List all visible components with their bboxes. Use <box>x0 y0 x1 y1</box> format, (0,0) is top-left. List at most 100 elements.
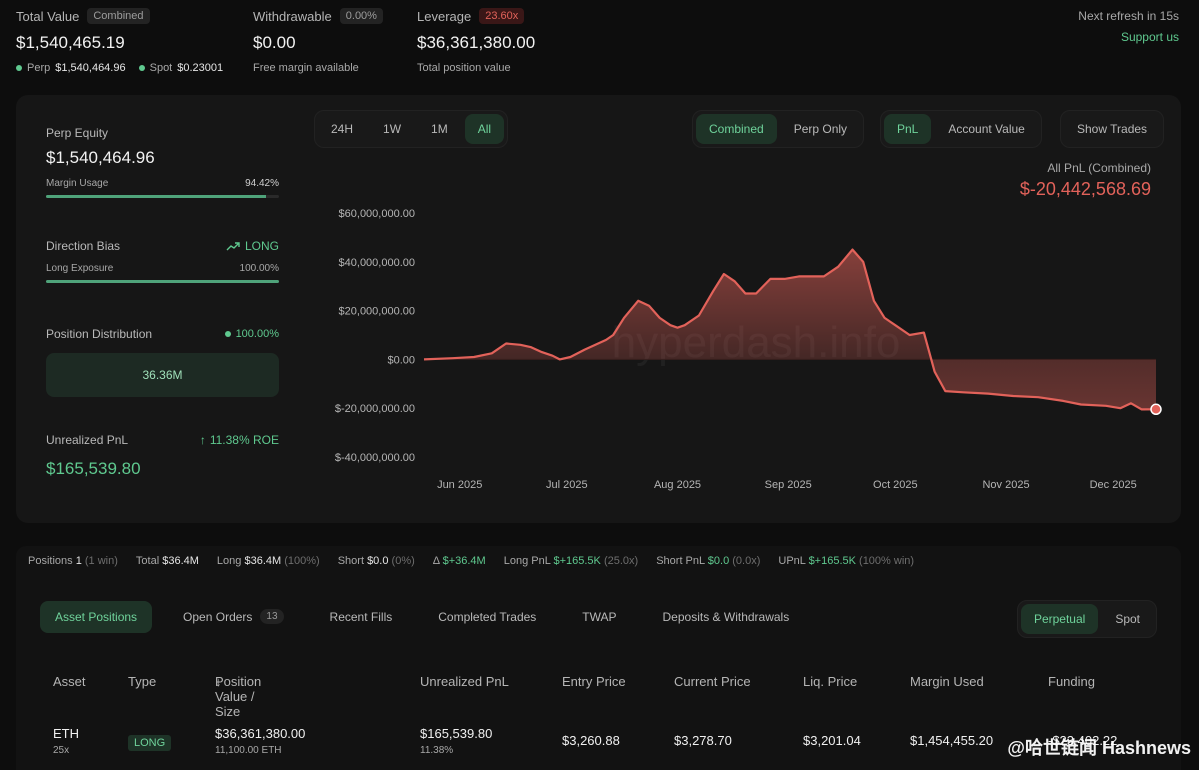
perp-value: $1,540,464.96 <box>55 62 126 74</box>
delta-value: $+36.4M <box>442 555 486 567</box>
row-position-value: $36,361,380.00 <box>215 726 306 741</box>
roe-value: 11.38% ROE <box>209 433 279 447</box>
withdrawable-value: $0.00 <box>253 33 296 52</box>
range-1m[interactable]: 1M <box>431 122 448 136</box>
leverage-label: Leverage <box>417 8 472 24</box>
perp-equity-label: Perp Equity <box>46 126 109 140</box>
tab-open-orders[interactable]: Open Orders 13 <box>168 600 299 633</box>
perp-label: Perp <box>27 62 51 74</box>
col-entry-price[interactable]: Entry Price <box>562 674 626 689</box>
pnl-area-negative <box>424 359 1156 410</box>
range-24h[interactable]: 24H <box>331 122 354 136</box>
tab-twap[interactable]: TWAP <box>582 609 617 624</box>
spot-label: Spot <box>149 62 173 74</box>
y-tick-label: $60,000,000.00 <box>339 208 415 220</box>
mode-combined[interactable]: Combined <box>696 114 777 144</box>
long-pnl-label: Long PnL <box>503 555 551 567</box>
delta-label: Δ <box>432 555 440 567</box>
margin-usage-label: Margin Usage <box>46 178 109 189</box>
market-spot[interactable]: Spot <box>1115 612 1140 626</box>
short-pnl-note: (0.0x) <box>732 555 761 567</box>
y-tick-label: $-40,000,000.00 <box>335 452 415 464</box>
unrealized-pnl-value: $165,539.80 <box>46 459 141 478</box>
positions-section: Asset Positions Open Orders 13 Recent Fil… <box>16 576 1181 770</box>
long-exposure-bar <box>46 280 279 283</box>
range-1w[interactable]: 1W <box>383 122 402 136</box>
position-distribution-value: 100.00% <box>235 328 279 340</box>
pnl-chart[interactable]: $60,000,000.00 $40,000,000.00 $20,000,000.… <box>16 95 1181 523</box>
spot-value: $0.23001 <box>177 62 224 74</box>
total-value-stat: Total Value Combined $1,540,465.19 Perp … <box>16 8 231 74</box>
total-value: $1,540,465.19 <box>16 33 125 52</box>
long-exposure-fill <box>46 280 279 283</box>
positions-note: (1 win) <box>84 555 118 567</box>
direction-bias-value: LONG <box>244 239 279 253</box>
upnl-note: (100% win) <box>859 555 915 567</box>
arrow-up-icon: ↑ <box>199 433 206 447</box>
refresh-timer: Next refresh in 15s <box>1078 9 1179 23</box>
col-asset[interactable]: Asset <box>53 674 86 689</box>
distribution-bar[interactable]: 36.36M <box>46 353 279 397</box>
row-entry-price: $3,260.88 <box>562 733 620 748</box>
short-pnl-value: $0.0 <box>707 555 730 567</box>
tab-completed-trades[interactable]: Completed Trades <box>438 609 537 624</box>
margin-usage-value: 94.42% <box>245 178 279 189</box>
y-tick-label: $-20,000,000.00 <box>335 403 415 415</box>
total-value-label: Total Value <box>16 8 80 24</box>
x-tick-label: Sep 2025 <box>765 479 812 491</box>
open-orders-count: 13 <box>260 609 284 624</box>
col-liq-price[interactable]: Liq. Price <box>803 674 858 689</box>
col-margin-used[interactable]: Margin Used <box>910 674 984 689</box>
leverage-sub: Total position value <box>417 62 511 74</box>
positions-tabs: Asset Positions Open Orders 13 Recent Fil… <box>40 600 804 633</box>
row-upnl-pct: 11.38% <box>420 745 454 756</box>
row-margin-used: $1,454,455.20 <box>910 733 994 748</box>
show-trades-button[interactable]: Show Trades <box>1077 122 1148 136</box>
tab-asset-positions[interactable]: Asset Positions <box>40 600 153 633</box>
tab-recent-fills[interactable]: Recent Fills <box>329 609 393 624</box>
withdrawable-stat: Withdrawable 0.00% $0.00 Free margin ava… <box>253 8 383 74</box>
col-unrealized-pnl[interactable]: Unrealized PnL <box>420 674 509 689</box>
row-current-price: $3,278.70 <box>674 733 732 748</box>
col-position-value-label: Position Value / Size <box>215 674 262 719</box>
perp-dot-icon <box>16 65 22 71</box>
long-note: (100%) <box>284 555 320 567</box>
col-type[interactable]: Type <box>128 674 157 689</box>
unrealized-pnl-label: Unrealized PnL <box>46 433 129 447</box>
support-link[interactable]: Support us <box>1120 30 1179 44</box>
leverage-badge: 23.60x <box>479 8 525 24</box>
total-label: Total <box>135 555 160 567</box>
margin-usage-fill <box>46 195 266 198</box>
row-funding: -$23,402.22 <box>1048 733 1118 748</box>
chart-headline-value: $-20,442,568.69 <box>1019 179 1151 199</box>
long-exposure-value: 100.00% <box>239 263 279 274</box>
withdrawable-label: Withdrawable <box>253 8 332 24</box>
long-value: $36.4M <box>244 555 282 567</box>
positions-label: Positions <box>28 555 73 567</box>
short-label: Short <box>337 555 364 567</box>
long-exposure-label: Long Exposure <box>46 263 114 274</box>
margin-usage-bar <box>46 195 279 198</box>
metric-pnl[interactable]: PnL <box>884 114 932 144</box>
col-funding[interactable]: Funding <box>1048 674 1095 689</box>
x-tick-label: Jun 2025 <box>437 479 482 491</box>
market-perpetual[interactable]: Perpetual <box>1020 604 1099 634</box>
tab-deposits-withdrawals[interactable]: Deposits & Withdrawals <box>662 609 790 624</box>
short-note: (0%) <box>391 555 415 567</box>
range-all[interactable]: All <box>464 114 505 144</box>
metric-account-value[interactable]: Account Value <box>948 122 1025 136</box>
mode-perp-only[interactable]: Perp Only <box>793 122 848 136</box>
range-selector: 24H 1W 1M All <box>314 110 509 148</box>
mode-selector: Combined Perp Only <box>692 110 865 148</box>
row-upnl: $165,539.80 <box>420 726 493 741</box>
short-value: $0.0 <box>367 555 389 567</box>
row-size: 11,100.00 ETH <box>215 745 282 756</box>
long-label: Long <box>216 555 242 567</box>
direction-bias-label: Direction Bias <box>46 239 121 253</box>
leverage-stat: Leverage 23.60x $36,361,380.00 Total pos… <box>417 8 535 74</box>
x-tick-label: Dec 2025 <box>1090 479 1137 491</box>
positions-value: 1 <box>75 555 82 567</box>
x-tick-label: Aug 2025 <box>654 479 701 491</box>
col-current-price[interactable]: Current Price <box>674 674 751 689</box>
leverage-value: $36,361,380.00 <box>417 33 536 52</box>
